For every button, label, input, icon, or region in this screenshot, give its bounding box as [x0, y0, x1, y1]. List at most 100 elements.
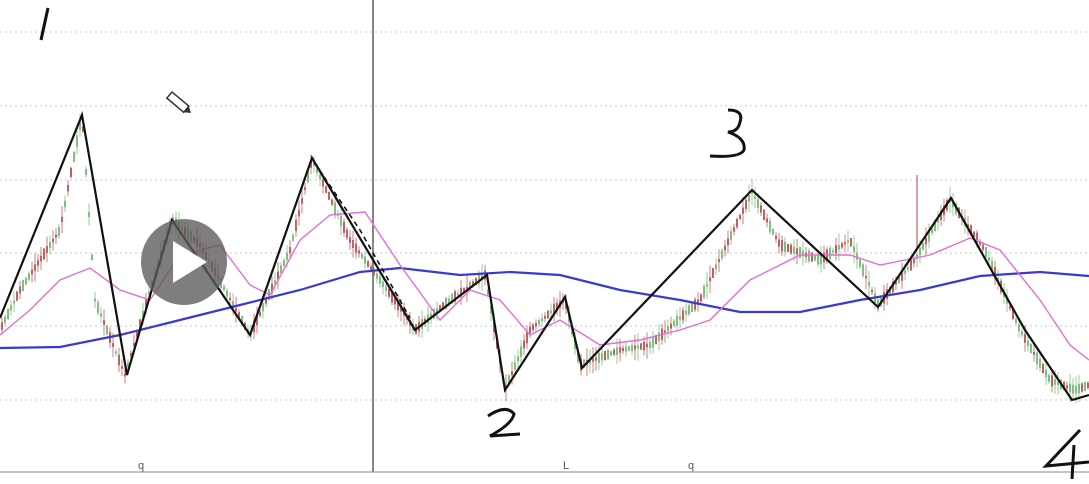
candle-body: [544, 315, 546, 319]
candle-body: [454, 291, 456, 302]
candle-body: [832, 250, 834, 253]
candle-body: [700, 294, 702, 302]
candle-body: [229, 297, 231, 301]
candle-body: [1030, 343, 1032, 353]
candle-body: [526, 331, 528, 344]
candle-body: [358, 250, 360, 254]
candle-body: [1033, 351, 1035, 355]
candle-body: [4, 316, 6, 324]
candle-body: [937, 218, 939, 223]
candle-body: [259, 311, 261, 316]
candle-body: [442, 302, 444, 310]
candle-body: [856, 252, 858, 260]
candle-body: [529, 326, 531, 334]
candle-body: [52, 238, 54, 243]
candle-body: [913, 259, 915, 264]
candle-body: [1063, 381, 1065, 390]
slow-moving-average-line: [0, 266, 1089, 350]
candle-body: [451, 293, 453, 304]
candle-body: [706, 284, 708, 287]
candle-body: [673, 320, 675, 326]
candle-body: [112, 343, 114, 347]
handwritten-four: [1042, 428, 1089, 480]
candle-body: [850, 237, 852, 247]
candle-body: [910, 259, 912, 271]
candle-body: [532, 324, 534, 331]
candle-body: [28, 273, 30, 280]
candle-body: [685, 310, 687, 315]
candle-body: [835, 245, 837, 254]
candle-body: [1087, 382, 1089, 388]
candle-body: [637, 345, 639, 349]
candle-body: [382, 281, 384, 288]
candle-body: [445, 297, 447, 310]
candle-body: [295, 219, 297, 232]
candle-body: [226, 290, 228, 297]
candle-body: [670, 323, 672, 329]
candle-body: [37, 260, 39, 266]
candle-body: [514, 362, 516, 370]
candle-body: [136, 330, 138, 338]
candle-body: [457, 293, 459, 296]
candle-body: [343, 221, 345, 233]
candle-body: [598, 352, 600, 363]
candle-body: [118, 354, 120, 366]
candle-body: [511, 371, 513, 376]
candle-body: [469, 281, 471, 290]
candle-body: [391, 291, 393, 303]
candle-body: [940, 210, 942, 221]
candle-body: [91, 254, 93, 261]
candle-body: [1018, 324, 1020, 332]
candle-body: [124, 373, 126, 377]
candle-body: [316, 168, 318, 173]
handwritten-one: [39, 7, 50, 41]
candle-body: [25, 277, 27, 285]
candle-body: [583, 359, 585, 368]
candle-body: [703, 285, 705, 298]
candle-body: [121, 366, 123, 369]
candle-body: [691, 302, 693, 313]
candle-body: [292, 234, 294, 241]
candle-body: [721, 250, 723, 259]
candle-body: [982, 244, 984, 250]
x-tick-label: q: [138, 460, 145, 472]
candle-body: [370, 266, 372, 270]
candle-body: [541, 318, 543, 322]
candle-body: [622, 347, 624, 352]
candle-body: [976, 232, 978, 245]
candle-body: [46, 246, 48, 253]
candle-body: [724, 245, 726, 251]
candle-body: [1078, 383, 1080, 394]
candle-body: [577, 350, 579, 362]
candle-body: [40, 255, 42, 262]
candle-body: [472, 281, 474, 286]
candle-body: [13, 300, 15, 304]
candle-body: [991, 261, 993, 271]
candle-body: [814, 255, 816, 261]
candle-body: [781, 240, 783, 252]
candle-body: [436, 308, 438, 314]
candle-body: [301, 198, 303, 204]
candle-body: [1066, 385, 1068, 389]
candle-body: [1021, 331, 1023, 336]
candle-body: [1069, 383, 1071, 393]
candle-body: [130, 352, 132, 357]
candle-body: [277, 271, 279, 280]
candle-body: [106, 325, 108, 335]
candle-body: [538, 319, 540, 325]
candle-body: [601, 353, 603, 361]
candle-body: [652, 337, 654, 348]
candle-body: [286, 252, 288, 261]
candle-body: [70, 167, 72, 178]
candle-body: [85, 168, 87, 175]
candle-body: [655, 334, 657, 345]
candle-body: [475, 277, 477, 285]
play-button[interactable]: [141, 219, 227, 305]
candle-body: [1057, 381, 1059, 386]
candle-body: [727, 238, 729, 246]
candle-body: [274, 280, 276, 284]
candle-body: [31, 269, 33, 275]
candle-body: [67, 184, 69, 192]
candle-body: [796, 248, 798, 255]
